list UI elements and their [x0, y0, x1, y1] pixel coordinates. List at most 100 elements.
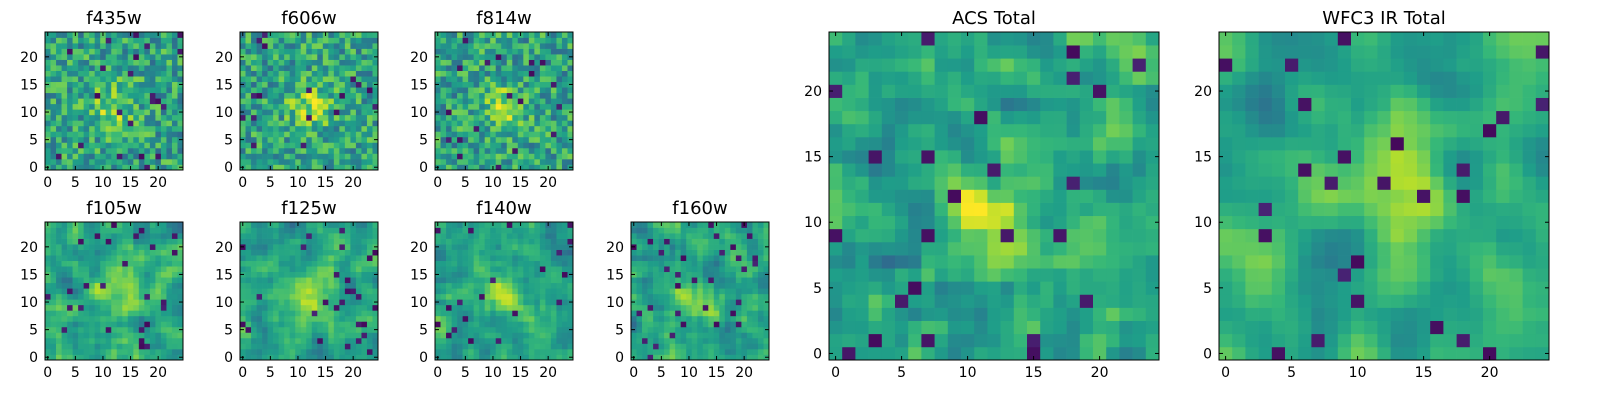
heatmap-cell: [306, 158, 313, 165]
heatmap-cell: [636, 310, 643, 317]
heatmap-cell: [528, 249, 535, 256]
heatmap-cell: [947, 333, 962, 348]
heatmap-cell: [517, 136, 524, 143]
heatmap-cell: [177, 65, 184, 71]
heatmap-cell: [741, 233, 748, 239]
heatmap-cell: [144, 48, 151, 55]
heatmap-cell: [289, 120, 296, 127]
heatmap-cell: [317, 131, 324, 138]
heatmap-cell: [462, 332, 469, 339]
heatmap-cell: [462, 76, 469, 83]
heatmap-cell: [495, 266, 502, 273]
heatmap-cell: [322, 233, 329, 239]
heatmap-cell: [311, 343, 318, 350]
heatmap-cell: [245, 271, 252, 278]
heatmap-cell: [921, 176, 935, 190]
heatmap-cell: [127, 131, 134, 138]
heatmap-cell: [160, 103, 167, 110]
heatmap-cell: [155, 271, 162, 278]
heatmap-cell: [72, 114, 79, 121]
heatmap-cell: [306, 337, 313, 344]
heatmap-cell: [61, 76, 68, 83]
heatmap-cell: [67, 65, 73, 71]
heatmap-cell: [317, 321, 324, 328]
heatmap-cell: [512, 98, 519, 105]
heatmap-cell: [328, 76, 335, 83]
heatmap-cell: [322, 282, 329, 289]
heatmap-cell: [556, 81, 563, 88]
heatmap-cell: [446, 304, 452, 311]
heatmap-cell: [479, 310, 486, 317]
heatmap-cell: [440, 238, 447, 245]
heatmap-cell: [468, 37, 474, 44]
heatmap-cell: [166, 304, 173, 311]
heatmap-cell: [506, 120, 513, 127]
heatmap-cell: [256, 120, 263, 127]
heatmap-cell: [306, 238, 313, 245]
heatmap-cell: [83, 92, 90, 99]
heatmap-cell: [719, 266, 726, 273]
heatmap-cell: [83, 70, 90, 77]
heatmap-cell: [295, 277, 302, 284]
heatmap-cell: [177, 266, 184, 273]
heatmap-cell: [328, 98, 335, 105]
heatmap-cell: [457, 299, 463, 306]
heatmap-cell: [127, 59, 134, 66]
heatmap-cell: [171, 87, 178, 94]
heatmap-cell: [1066, 163, 1081, 177]
heatmap-cell: [61, 92, 68, 99]
heatmap-cell: [567, 288, 574, 295]
heatmap-cell: [484, 244, 491, 250]
heatmap-cell: [702, 238, 709, 245]
heatmap-cell: [83, 304, 90, 311]
heatmap-cell: [440, 293, 447, 300]
heatmap-cell: [855, 320, 869, 335]
heatmap-cell: [435, 153, 441, 160]
heatmap-cell: [311, 142, 318, 149]
heatmap-cell: [105, 43, 112, 49]
heatmap-cell: [278, 249, 285, 256]
heatmap-cell: [484, 293, 491, 300]
heatmap-cell: [133, 332, 140, 339]
heatmap-cell: [752, 271, 759, 278]
heatmap-cell: [322, 227, 329, 234]
heatmap-cell: [149, 354, 156, 361]
heatmap-cell: [111, 114, 118, 121]
heatmap-cell: [528, 222, 535, 228]
heatmap-cell: [111, 348, 118, 355]
heatmap-cell: [166, 260, 173, 267]
heatmap-cell: [133, 109, 140, 116]
heatmap-cell: [45, 98, 51, 105]
heatmap-cell: [300, 233, 307, 239]
heatmap-cell: [1027, 215, 1041, 230]
heatmap-cell: [328, 43, 335, 49]
heatmap-cell: [127, 238, 134, 245]
y-tick-label: 20: [606, 240, 624, 256]
heatmap-cell: [881, 150, 896, 164]
heatmap-cell: [339, 304, 346, 311]
heatmap-cell: [947, 228, 962, 243]
heatmap-cell: [473, 326, 480, 333]
heatmap-cell: [1000, 202, 1015, 217]
heatmap-cell: [556, 348, 563, 355]
heatmap-cell: [350, 321, 357, 328]
heatmap-cell: [842, 346, 856, 361]
heatmap-cell: [462, 136, 469, 143]
heatmap-cell: [284, 125, 291, 132]
heatmap-cell: [372, 310, 379, 317]
heatmap-cell: [333, 65, 340, 71]
heatmap-cell: [56, 255, 62, 261]
heatmap-cell: [100, 266, 107, 273]
heatmap-cell: [468, 59, 474, 66]
heatmap-cell: [89, 147, 96, 154]
heatmap-cell: [457, 249, 463, 256]
heatmap-cell: [295, 282, 302, 289]
heatmap-cell: [697, 304, 704, 311]
heatmap-cell: [284, 288, 291, 295]
heatmap-cell: [829, 189, 843, 203]
heatmap-cell: [144, 249, 151, 256]
heatmap-cell: [344, 238, 351, 245]
heatmap-cell: [262, 260, 268, 267]
heatmap-cell: [245, 65, 252, 71]
heatmap-cell: [289, 266, 296, 273]
